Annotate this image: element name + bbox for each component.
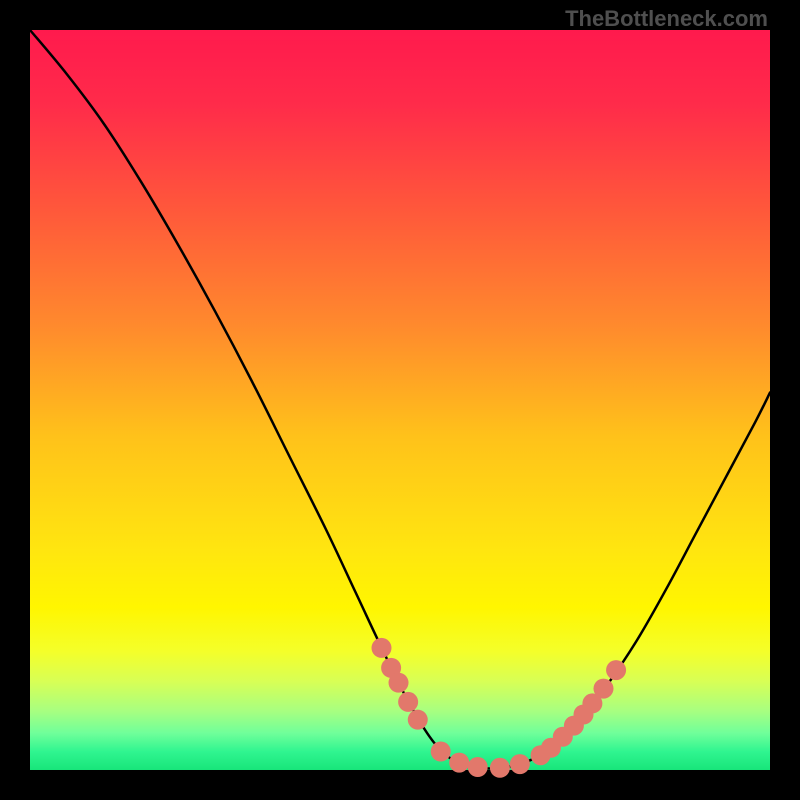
marker-point xyxy=(431,742,451,762)
marker-point xyxy=(468,757,488,777)
marker-point xyxy=(490,758,510,778)
bottleneck-curve-chart xyxy=(0,0,800,800)
marker-point xyxy=(449,753,469,773)
marker-point xyxy=(398,692,418,712)
marker-point xyxy=(594,679,614,699)
marker-point xyxy=(389,673,409,693)
marker-point xyxy=(606,660,626,680)
watermark-text: TheBottleneck.com xyxy=(565,6,768,32)
marker-point xyxy=(510,754,530,774)
marker-point xyxy=(372,638,392,658)
chart-container xyxy=(0,0,800,800)
marker-point xyxy=(408,710,428,730)
plot-background xyxy=(30,30,770,770)
